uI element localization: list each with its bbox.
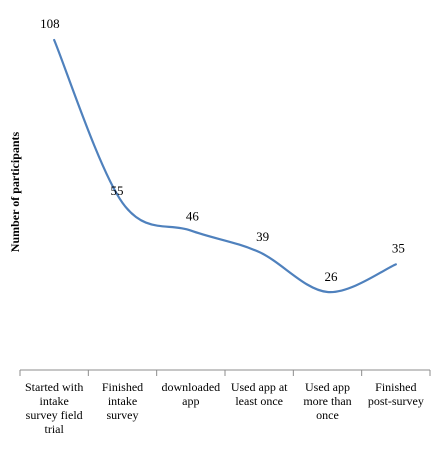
data-label: 108 [40, 16, 60, 31]
x-tick-label: Used app at least once [231, 380, 288, 408]
data-label: 35 [392, 240, 405, 255]
x-tick-label: Started with intake survey field trial [25, 380, 83, 436]
y-axis-label: Number of participants [8, 131, 22, 252]
data-label: 55 [111, 183, 124, 198]
x-tick-label: Finished intake survey [102, 380, 143, 422]
data-label: 26 [325, 269, 339, 284]
x-tick-label: Finished post-survey [368, 380, 424, 408]
x-tick-label: downloaded app [162, 380, 221, 408]
series-line [53, 38, 397, 294]
x-axis-tick-labels: Started with intake survey field trial Finis… [25, 380, 424, 436]
data-label: 39 [256, 229, 269, 244]
x-tick-label: Used app more than once [303, 380, 351, 422]
data-label: 46 [186, 209, 200, 224]
x-axis-ticks [19, 370, 431, 376]
data-labels: 108 55 46 39 26 35 [40, 16, 405, 284]
